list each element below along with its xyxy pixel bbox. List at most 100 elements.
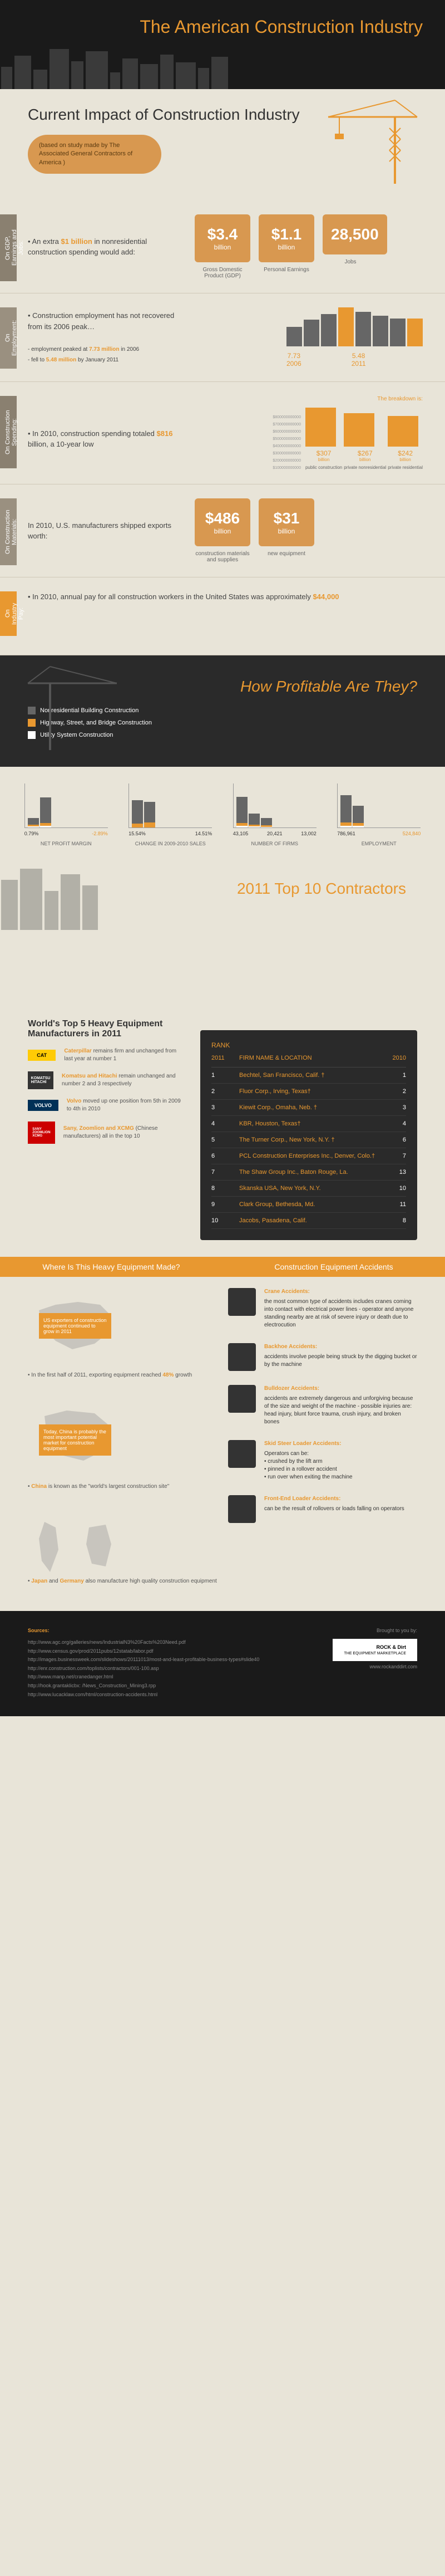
japan-map-icon (28, 1511, 72, 1589)
spend-bar-2: $242billion (388, 449, 423, 462)
header: The American Construction Industry (0, 0, 445, 89)
chart-change: 15.54%14.51% CHANGE IN 2009-2010 SALES (128, 783, 212, 846)
emp-2011: 5.482011 (352, 352, 366, 368)
section-contractors: 2011 Top 10 Contractors (0, 863, 445, 1002)
komatsu-logo: KOMATSUHITACHI (28, 1071, 53, 1089)
gdp-stat-0-value: $3.4 (203, 226, 242, 243)
section-equip-contractors: World's Top 5 Heavy Equipment Manufactur… (0, 1002, 445, 1257)
volvo-text: Volvo moved up one position from 5th in … (67, 1098, 184, 1113)
maps-column: US exporters of construction equipment c… (28, 1288, 217, 1600)
komatsu-text: Komatsu and Hitachi remain unchanged and… (62, 1072, 184, 1088)
row-materials: On Construction Materials: In 2010, U.S.… (0, 484, 445, 577)
chart-firms: 43,10520,42113,002 NUMBER OF FIRMS (233, 783, 317, 846)
table-row: 4KBR, Houston, Texas†4 (211, 1116, 406, 1132)
gdp-stat-1-label: Personal Earnings (259, 267, 314, 273)
mat-stat-1-label: new equipment (259, 551, 314, 557)
crane-icon-2 (17, 661, 128, 750)
table-row: 9Clark Group, Bethesda, Md.11 (211, 1197, 406, 1213)
table-row: 7The Shaw Group Inc., Baton Rouge, La.13 (211, 1164, 406, 1181)
footer-url: www.rockanddirt.com (333, 1664, 417, 1669)
page-title: The American Construction Industry (0, 0, 445, 37)
chinese-text: Sany, Zoomlion and XCMG (Chinese manufac… (63, 1125, 184, 1140)
mat-stat-0-label: construction materials and supplies (195, 551, 250, 563)
gdp-stat-1-unit: billion (267, 243, 306, 251)
header-skyline (0, 45, 445, 89)
materials-text: In 2010, U.S. manufacturers shipped expo… (28, 520, 184, 542)
brought-label: Brought to you by: (333, 1628, 417, 1633)
mat-stat-1-val: $31 (267, 510, 306, 527)
col-name: FIRM NAME & LOCATION (239, 1055, 378, 1061)
cat-logo: CAT (28, 1050, 56, 1061)
gdp-stat-2-value: 28,500 (331, 226, 379, 243)
contractors-table: RANK 2011 FIRM NAME & LOCATION 2010 1Bec… (200, 1019, 417, 1240)
brought-by: Brought to you by: ROCK & Dirt THE EQUIP… (333, 1628, 417, 1700)
contractors-heading: 2011 Top 10 Contractors (28, 880, 417, 898)
accident-item: Front-End Loader Accidents:can be the re… (228, 1495, 417, 1523)
accident-item: Skid Steer Loader Accidents:Operators ca… (228, 1440, 417, 1481)
volvo-logo: VOLVO (28, 1100, 58, 1111)
gdp-stat-1-value: $1.1 (267, 226, 306, 243)
gdp-stat-2-label: Jobs (323, 259, 378, 265)
col-2011: 2011 (211, 1055, 239, 1061)
col-2010: 2010 (378, 1055, 406, 1061)
germany-map-icon (78, 1511, 122, 1589)
table-row: 3Kiewit Corp., Omaha, Neb. †3 (211, 1100, 406, 1116)
materials-stats: $486billionconstruction materials and su… (195, 498, 314, 563)
rank-label: RANK (211, 1041, 406, 1049)
ribbons: Where Is This Heavy Equipment Made? Cons… (0, 1257, 445, 1277)
accidents-column: Crane Accidents:the most common type of … (228, 1288, 417, 1600)
footer: Sources: http://www.agc.org/galleries/ne… (0, 1611, 445, 1716)
source-link: http://www.agc.org/galleries/news/Indust… (28, 1639, 310, 1646)
row-spending: On Construction Spending: The breakdown … (0, 382, 445, 484)
section-current-impact: Current Impact of Construction Industry … (0, 89, 445, 200)
mat-stat-1-unit: billion (267, 527, 306, 535)
row-gdp: On GDP, Earnings and Jobs: • An extra $1… (0, 200, 445, 293)
gdp-stat-0-unit: billion (203, 243, 242, 251)
pay-text: • In 2010, annual pay for all constructi… (28, 591, 362, 603)
sources: Sources: http://www.agc.org/galleries/ne… (28, 1628, 310, 1700)
source-link: http://images.businessweek.com/slideshow… (28, 1656, 310, 1663)
spending-y-axis: $800000000000$700000000000$600000000000$… (273, 415, 301, 470)
accident-icon (228, 1495, 256, 1523)
profit-charts: 0.79%-2.89% NET PROFIT MARGIN 15.54%14.5… (0, 767, 445, 863)
accident-item: Backhoe Accidents:accidents involve peop… (228, 1343, 417, 1371)
china-callout: Today, China is probably the most import… (39, 1424, 111, 1456)
accident-item: Crane Accidents:the most common type of … (228, 1288, 417, 1329)
rockdirt-logo: ROCK & Dirt THE EQUIPMENT MARKETPLACE (333, 1639, 417, 1661)
section-maps-accidents: US exporters of construction equipment c… (0, 1277, 445, 1611)
gdp-text: • An extra $1 billion in nonresidential … (28, 236, 184, 258)
table-row: 10Jacobs, Pasadena, Calif.8 (211, 1213, 406, 1229)
row-pay: On Industry Pay: • In 2010, annual pay f… (0, 577, 445, 655)
table-row: 2Fluor Corp., Irving, Texas†2 (211, 1084, 406, 1100)
source-link: http://www.census.gov/prod/2011pubs/12st… (28, 1648, 310, 1655)
source-link: http://hook.grantaklicbx: /News_Construc… (28, 1682, 310, 1689)
crane-icon (317, 95, 428, 184)
map-china: Today, China is probably the most import… (28, 1399, 217, 1500)
tab-employment: On Employment: (0, 307, 17, 369)
map-usa: US exporters of construction equipment c… (28, 1288, 217, 1388)
section-profit: How Profitable Are They? Nonresidential … (0, 655, 445, 767)
equip-manufacturers: World's Top 5 Heavy Equipment Manufactur… (28, 1019, 184, 1240)
tab-materials: On Construction Materials: (0, 498, 17, 565)
emp-2006: 7.732006 (286, 352, 301, 368)
accident-icon (228, 1288, 256, 1316)
mat-stat-0-unit: billion (203, 527, 242, 535)
row-employment: On Employment: • Construction employment… (0, 293, 445, 382)
accident-icon (228, 1343, 256, 1371)
chart-margin: 0.79%-2.89% NET PROFIT MARGIN (24, 783, 108, 846)
section1-callout: (based on study made by The Associated G… (28, 135, 161, 174)
accident-item: Bulldozer Accidents:accidents are extrem… (228, 1385, 417, 1426)
employment-chart (286, 307, 423, 346)
table-row: 6PCL Construction Enterprises Inc., Denv… (211, 1148, 406, 1164)
tab-pay: On Industry Pay: (0, 591, 17, 636)
gdp-stat-0-label: Gross Domestic Product (GDP) (195, 267, 250, 279)
usa-callout: US exporters of construction equipment c… (39, 1313, 111, 1339)
source-link: http://enr.construction.com/toplists/con… (28, 1665, 310, 1672)
table-row: 5The Turner Corp., New York, N.Y. †6 (211, 1132, 406, 1148)
gdp-stats: $3.4billionGross Domestic Product (GDP) … (195, 214, 387, 279)
sources-heading: Sources: (28, 1628, 310, 1633)
table-row: 8Skanska USA, New York, N.Y.10 (211, 1181, 406, 1197)
chinese-logo: SANYZOOMLIONXCMG (28, 1122, 55, 1144)
map-japan-germany: • Japan and Germany also manufacture hig… (28, 1511, 217, 1589)
source-link: http://www.manp.net/cranedanger.html (28, 1673, 310, 1681)
